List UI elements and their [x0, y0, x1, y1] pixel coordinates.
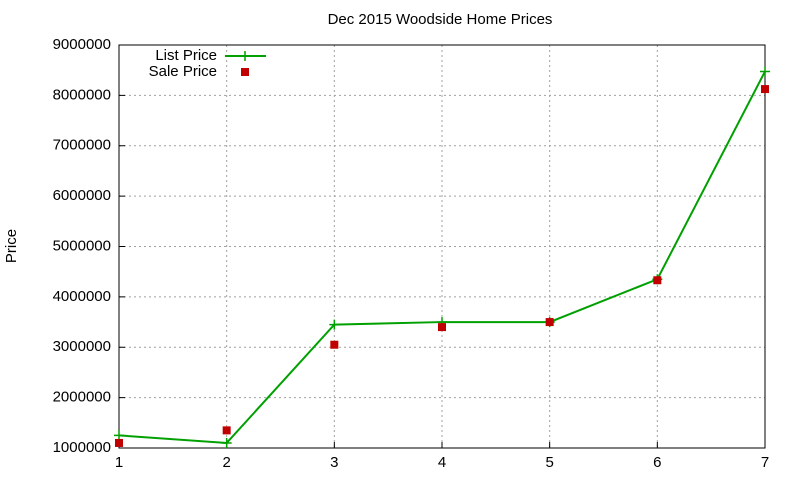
series-line	[118, 70, 766, 444]
x-tick-label: 3	[330, 454, 338, 471]
y-tick-label: 8000000	[53, 86, 111, 103]
y-tick-label: 2000000	[53, 389, 111, 406]
legend-swatch	[241, 68, 249, 76]
point-marker	[653, 276, 662, 285]
legend-label: List Price	[155, 47, 217, 64]
x-tick-label: 2	[222, 454, 230, 471]
y-tick-label: 5000000	[53, 237, 111, 254]
point-marker	[222, 426, 231, 435]
legend-label: Sale Price	[149, 63, 217, 80]
point-marker	[545, 318, 554, 327]
y-tick-label: 6000000	[53, 187, 111, 204]
point-marker	[115, 438, 123, 447]
point-marker	[438, 323, 446, 332]
y-tick-label: 7000000	[53, 137, 111, 154]
y-tick-label: 1000000	[53, 439, 111, 456]
x-tick-label: 4	[438, 454, 446, 471]
legend-swatch	[240, 51, 250, 61]
point-marker	[330, 340, 339, 349]
y-axis-label: Price	[3, 229, 20, 263]
point-marker	[761, 85, 769, 94]
plot-frame	[118, 44, 766, 449]
y-tick-label: 3000000	[53, 338, 111, 355]
point-marker	[760, 66, 770, 77]
x-tick-label: 1	[115, 454, 123, 471]
point-marker	[114, 430, 124, 441]
x-tick-label: 6	[653, 454, 661, 471]
point-marker	[221, 437, 232, 448]
y-tick-label: 4000000	[53, 288, 111, 305]
y-tick-label: 9000000	[53, 36, 111, 53]
x-tick-label: 5	[545, 454, 553, 471]
chart-title: Dec 2015 Woodside Home Prices	[328, 11, 553, 28]
x-tick-label: 7	[761, 454, 769, 471]
point-marker	[329, 319, 340, 330]
